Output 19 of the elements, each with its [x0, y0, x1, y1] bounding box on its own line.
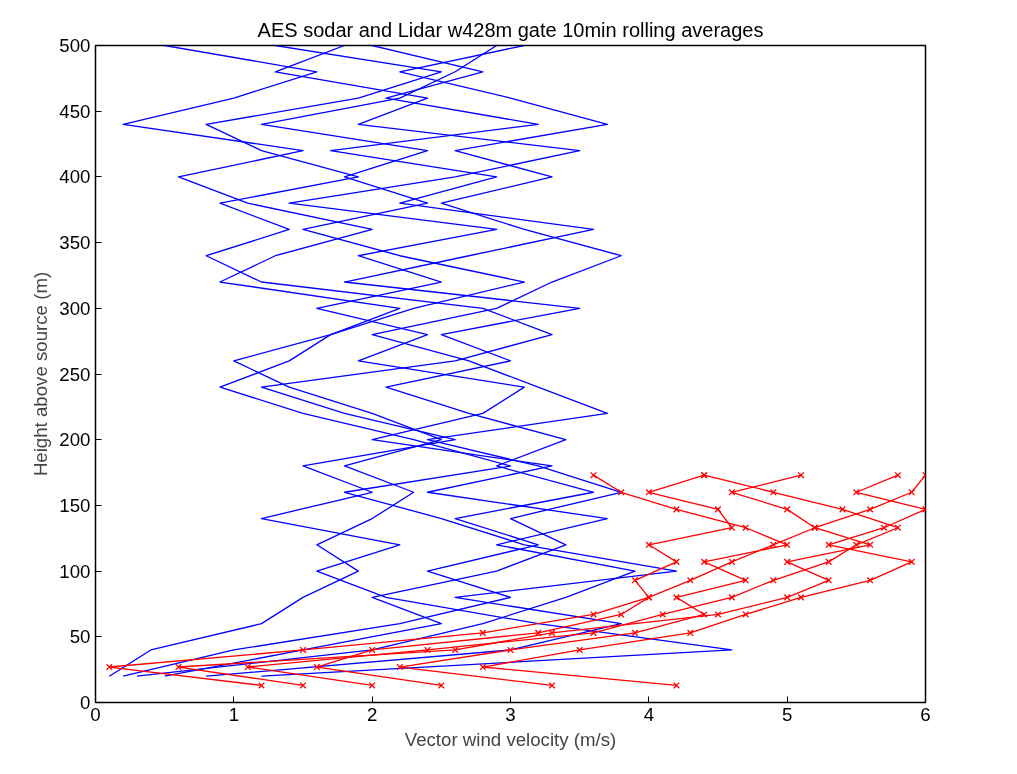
x-tick-label: 5: [781, 703, 793, 725]
y-tick-label: 500: [59, 35, 91, 56]
x-tick-label: 1: [228, 703, 240, 725]
x-tick-label: 2: [366, 703, 378, 725]
y-tick-label: 50: [69, 626, 91, 648]
x-axis-title: Vector wind velocity (m/s): [404, 728, 617, 750]
x-tick-label: 4: [643, 703, 655, 725]
y-tick-label: 350: [59, 232, 91, 254]
y-tick-label: 150: [59, 494, 91, 516]
y-tick-label: 100: [59, 560, 91, 582]
y-axis-title: Height above source (m): [30, 271, 52, 477]
y-tick-label: 200: [59, 429, 91, 451]
y-tick-label: 250: [59, 363, 91, 385]
y-tick-label: 450: [59, 100, 91, 122]
x-tick-label: 6: [920, 703, 931, 725]
x-tick-label: 3: [505, 703, 516, 725]
chart-title: AES sodar and Lidar w428m gate 10min rolling averages: [257, 18, 764, 41]
y-tick-label: 300: [59, 297, 91, 319]
y-tick-label: 400: [59, 166, 91, 188]
